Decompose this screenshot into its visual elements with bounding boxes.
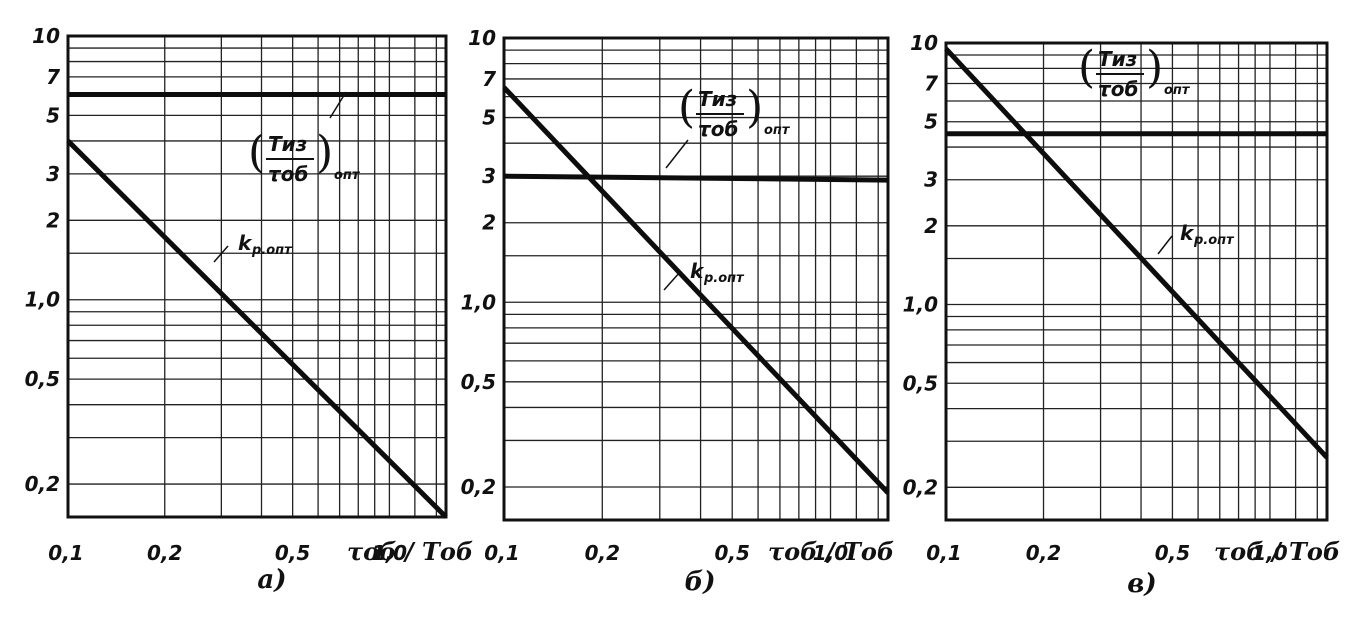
plot-frame	[502, 36, 890, 522]
y-tick-label: 2	[924, 214, 938, 238]
series-label-k-main: k	[238, 231, 253, 255]
x-tick-label: 1,0	[813, 541, 849, 565]
x-tick-label: 0,1	[48, 541, 83, 565]
annotation-paren-left: (	[248, 127, 265, 178]
x-tick-label: 0,5	[714, 541, 749, 565]
y-tick-label: 7	[482, 67, 496, 91]
annotation-leader	[329, 91, 347, 119]
annotation-fraction-denominator: τоб	[1098, 77, 1138, 101]
y-tick-label: 0,2	[461, 475, 496, 499]
y-tick-label: 1,0	[903, 293, 939, 317]
annotation-paren-right: )	[746, 82, 763, 133]
annotation-subscript: опт	[334, 168, 361, 183]
annotation-paren-right: )	[316, 127, 333, 178]
x-tick-label: 1,0	[1252, 541, 1288, 565]
x-axis-label: τоб / Tоб	[768, 537, 894, 566]
y-tick-label: 0,2	[903, 475, 938, 499]
y-tick-label: 5	[924, 110, 938, 134]
x-tick-label: 1,0	[372, 541, 408, 565]
annotation-fraction-denominator: τоб	[268, 162, 308, 186]
x-tick-label: 0,5	[275, 541, 310, 565]
series-label-k-sub: р.опт	[1193, 233, 1235, 248]
x-tick-label: 0,2	[147, 541, 182, 565]
y-tick-label: 10	[468, 26, 496, 50]
y-tick-label: 3	[924, 168, 938, 192]
series-label-k-main: k	[1180, 221, 1195, 245]
y-tick-label: 2	[46, 208, 60, 232]
series-line-k-opt	[502, 85, 890, 495]
x-tick-label: 0,2	[1026, 541, 1061, 565]
x-tick-label: 0,1	[484, 541, 519, 565]
y-tick-label: 0,5	[25, 367, 60, 391]
y-tick-label: 5	[46, 103, 60, 127]
panel-label: а)	[257, 565, 286, 595]
series-label-k-sub: р.опт	[251, 243, 293, 258]
y-tick-label: 5	[482, 106, 496, 130]
y-tick-label: 7	[924, 72, 938, 96]
x-tick-label: 0,5	[1155, 541, 1190, 565]
series-label-leader	[213, 245, 229, 263]
y-tick-label: 7	[46, 65, 60, 89]
panel-label: б)	[684, 567, 715, 597]
y-tick-label: 3	[482, 164, 496, 188]
y-tick-label: 10	[910, 31, 938, 55]
series-line-k-opt	[944, 47, 1329, 460]
series-label-leader	[663, 271, 681, 291]
annotation-fraction-denominator: τоб	[698, 117, 738, 141]
panel-label: в)	[1127, 569, 1156, 599]
annotation-fraction-numerator: Tиз	[1098, 47, 1137, 71]
plot-frame	[66, 34, 448, 519]
annotation-subscript: опт	[764, 123, 791, 138]
series-label-k-main: k	[690, 259, 705, 283]
y-tick-label: 0,2	[25, 472, 60, 496]
y-tick-label: 0,5	[903, 371, 938, 395]
annotation-subscript: опт	[1164, 83, 1191, 98]
y-tick-label: 1,0	[461, 290, 497, 314]
annotation-paren-left: (	[1078, 42, 1095, 93]
y-tick-label: 0,5	[461, 370, 496, 394]
x-tick-label: 0,2	[585, 541, 620, 565]
x-axis-label: τоб / Tоб	[1214, 537, 1340, 566]
series-line-t-ratio-opt	[503, 173, 889, 183]
annotation-paren-left: (	[678, 82, 695, 133]
y-tick-label: 1,0	[25, 288, 61, 312]
y-tick-label: 10	[32, 24, 60, 48]
x-tick-label: 0,1	[926, 541, 961, 565]
series-line-k-opt	[66, 139, 448, 519]
annotation-paren-right: )	[1146, 42, 1163, 93]
annotation-fraction-numerator: Tиз	[268, 132, 307, 156]
y-tick-label: 3	[46, 162, 60, 186]
plot-frame	[944, 41, 1329, 522]
annotation-fraction-numerator: Tиз	[698, 87, 737, 111]
annotation-leader	[665, 139, 689, 169]
series-label-k-sub: р.опт	[703, 271, 745, 286]
y-tick-label: 2	[482, 211, 496, 235]
series-label-leader	[1157, 235, 1173, 255]
x-axis-label: τоб / Tоб	[347, 537, 473, 566]
